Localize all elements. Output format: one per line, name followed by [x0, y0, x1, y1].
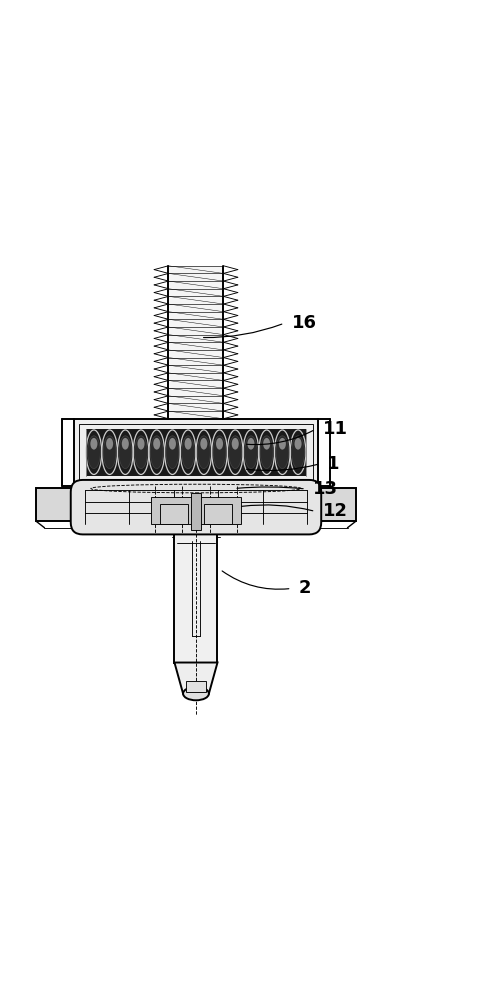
- Ellipse shape: [213, 436, 226, 469]
- Ellipse shape: [90, 438, 98, 450]
- Bar: [36, 488, 76, 521]
- Bar: [86, 429, 306, 476]
- Bar: [174, 529, 217, 663]
- FancyBboxPatch shape: [71, 480, 321, 534]
- Bar: [204, 504, 232, 524]
- Ellipse shape: [153, 438, 160, 450]
- Ellipse shape: [103, 436, 116, 469]
- Ellipse shape: [248, 438, 254, 450]
- Text: 11: 11: [323, 420, 348, 438]
- Text: 13: 13: [313, 480, 338, 498]
- Ellipse shape: [279, 438, 286, 450]
- Bar: [186, 681, 206, 692]
- Ellipse shape: [245, 436, 257, 469]
- Bar: [151, 497, 241, 524]
- Text: 12: 12: [323, 502, 348, 520]
- Ellipse shape: [200, 438, 207, 450]
- Ellipse shape: [87, 436, 100, 469]
- Bar: [160, 504, 188, 524]
- Ellipse shape: [135, 436, 147, 469]
- Ellipse shape: [292, 436, 304, 469]
- Bar: [79, 424, 313, 481]
- Ellipse shape: [276, 436, 289, 469]
- Ellipse shape: [169, 438, 176, 450]
- Ellipse shape: [106, 438, 113, 450]
- Ellipse shape: [119, 436, 132, 469]
- Text: 16: 16: [292, 314, 316, 332]
- Ellipse shape: [185, 438, 192, 450]
- Ellipse shape: [260, 436, 273, 469]
- Ellipse shape: [216, 438, 223, 450]
- Ellipse shape: [166, 436, 179, 469]
- Bar: [191, 493, 201, 530]
- Ellipse shape: [263, 438, 270, 450]
- Polygon shape: [174, 663, 217, 694]
- Ellipse shape: [197, 436, 210, 469]
- Ellipse shape: [183, 687, 209, 700]
- Bar: [315, 488, 356, 521]
- Bar: [74, 419, 318, 486]
- Ellipse shape: [150, 436, 163, 469]
- Ellipse shape: [294, 438, 302, 450]
- Ellipse shape: [229, 436, 242, 469]
- Bar: [168, 266, 223, 419]
- Ellipse shape: [232, 438, 239, 450]
- Text: 2: 2: [299, 579, 311, 597]
- Ellipse shape: [182, 436, 195, 469]
- Ellipse shape: [138, 438, 144, 450]
- Ellipse shape: [122, 438, 129, 450]
- Text: 1: 1: [327, 455, 340, 473]
